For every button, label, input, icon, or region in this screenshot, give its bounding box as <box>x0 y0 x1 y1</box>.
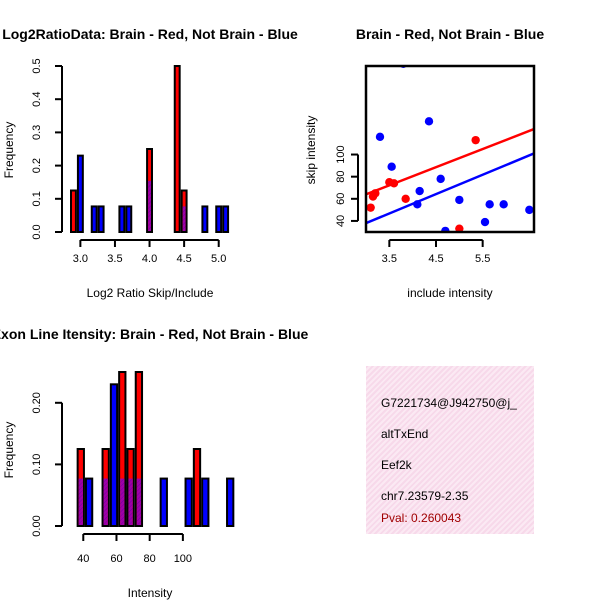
scatter-x-tick-label: 4.5 <box>428 253 443 265</box>
hist1-y-tick-label: 0.0 <box>31 224 43 239</box>
info-panel: G7221734@J942750@j_ altTxEnd Eef2k chr7.… <box>366 366 534 534</box>
hist1-y-tick-label: 0.5 <box>31 58 43 73</box>
gene-name: Eef2k <box>381 458 412 472</box>
hist1-bar-brain <box>173 65 181 233</box>
hist1-y-tick-label: 0.3 <box>31 125 43 140</box>
scatter-frame <box>364 64 536 234</box>
scatter-y-tick-label: 80 <box>335 171 347 183</box>
hist1-x-tick-label: 4.0 <box>142 253 157 265</box>
hist1-bar-brain <box>70 189 77 233</box>
hist2-bar-not-brain <box>184 477 193 527</box>
scatter-point-not-brain <box>480 217 490 227</box>
event-id: G7221734@J942750@j_ <box>381 396 517 410</box>
hist1-xlabel: Log2 Ratio Skip/Include <box>87 286 214 300</box>
hist2-y-tick-label: 0.00 <box>31 515 43 536</box>
scatter-point-brain <box>471 135 480 145</box>
hist2-xlabel: Intensity <box>128 586 173 600</box>
hist2-y-tick-label: 0.20 <box>31 392 43 413</box>
hist1-x-tick-label: 5.0 <box>211 253 226 265</box>
hist2-bar-brain <box>118 371 127 527</box>
hist1-bar-not-brain <box>118 205 126 234</box>
hist1-x-tick-label: 3.5 <box>107 253 122 265</box>
hist2-x-tick-label: 80 <box>144 553 156 565</box>
hist2-bar-overlap <box>128 478 133 525</box>
scatter-point-not-brain <box>375 132 385 142</box>
scatter-x-tick-label: 5.5 <box>475 253 490 265</box>
hist2-bar-not-brain <box>109 383 119 527</box>
scatter-point-brain <box>371 189 380 198</box>
hist2-bar-not-brain <box>159 477 168 527</box>
hist2-bar-not-brain <box>201 477 210 527</box>
scatter-plot-area <box>366 66 534 232</box>
scatter-point-not-brain <box>413 200 422 209</box>
scatter-point-brain <box>389 179 399 188</box>
scatter-point-not-brain <box>436 174 445 184</box>
hist2-bar-overlap <box>120 478 125 525</box>
hist2-bar-not-brain <box>226 477 235 527</box>
p-value: Pval: 0.260043 <box>381 511 462 525</box>
scatter-title: Brain - Red, Not Brain - Blue <box>356 26 544 42</box>
hist2-bar-not-brain <box>84 477 94 527</box>
scatter-point-not-brain <box>415 186 424 196</box>
hist1-y-tick-label: 0.4 <box>31 92 43 107</box>
scatter-point-not-brain <box>525 205 534 215</box>
hist2-bar-overlap <box>103 478 108 525</box>
scatter-y-tick-label: 60 <box>335 193 347 205</box>
scatter-x-tick-label: 3.5 <box>382 253 397 265</box>
hist2-x-tick-label: 60 <box>110 553 122 565</box>
hist2-bar-brain <box>134 371 144 527</box>
scatter-ylabel: skip intensity <box>304 116 318 185</box>
event-type: altTxEnd <box>381 427 429 441</box>
scatter-point-brain <box>366 203 375 212</box>
scatter-point-not-brain <box>485 200 494 209</box>
hist2-bar-overlap <box>78 478 83 525</box>
hist2-bar-overlap <box>136 478 142 525</box>
hist1-x-tick-label: 4.5 <box>176 253 191 265</box>
scatter-point-not-brain <box>387 162 396 171</box>
hist1-bar-overlap <box>148 180 151 231</box>
scatter-y-tick-label: 100 <box>335 145 347 163</box>
hist1-bar-overlap <box>182 206 186 231</box>
hist1-y-tick-label: 0.1 <box>31 191 43 206</box>
scatter-point-not-brain <box>499 200 508 209</box>
hist1-y-tick-label: 0.2 <box>31 158 43 173</box>
hist1-title: Log2RatioData: Brain - Red, Not Brain - … <box>2 26 298 42</box>
hist1-bar-not-brain <box>90 205 98 234</box>
hist1-bar-not-brain <box>222 205 230 234</box>
hist2-y-tick-label: 0.10 <box>31 454 43 475</box>
scatter-y-tick-label: 40 <box>335 215 347 227</box>
scatter-point-brain <box>401 194 410 203</box>
hist1-ylabel: Frequency <box>2 122 16 179</box>
scatter-point-not-brain <box>441 226 450 232</box>
genomic-location: chr7.23579-2.35 <box>381 489 469 503</box>
hist2-ylabel: Frequency <box>2 422 16 479</box>
scatter-xlabel: include intensity <box>407 286 492 300</box>
scatter-point-not-brain <box>455 195 464 205</box>
hist1-bar-not-brain <box>215 205 223 234</box>
hist2-x-tick-label: 100 <box>174 553 192 565</box>
hist2-title: Exon Line Itensity: Brain - Red, Not Bra… <box>0 326 309 342</box>
scatter-point-not-brain <box>424 117 434 126</box>
hist1-x-tick-label: 3.0 <box>73 253 88 265</box>
hist1-bar-not-brain <box>201 205 209 234</box>
scatter-fit-line-not-brain <box>366 152 534 225</box>
hist2-x-tick-label: 40 <box>77 553 89 565</box>
chart-marks: 3.0 3.5 4.0 4.5 5.0 0.0 0.1 0.2 0.3 0.4 0.5 3.5 4.5 5… <box>31 58 536 565</box>
hist1-bar-not-brain <box>125 205 133 234</box>
hist2-bar-brain <box>192 448 202 527</box>
hist1-bar-not-brain <box>76 154 84 233</box>
hist1-bar-not-brain <box>97 205 105 234</box>
scatter-point-brain <box>455 224 464 232</box>
